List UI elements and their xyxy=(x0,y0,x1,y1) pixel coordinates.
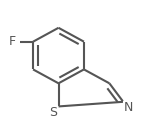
Text: N: N xyxy=(124,102,133,114)
Text: F: F xyxy=(9,35,16,48)
Text: S: S xyxy=(49,106,57,119)
